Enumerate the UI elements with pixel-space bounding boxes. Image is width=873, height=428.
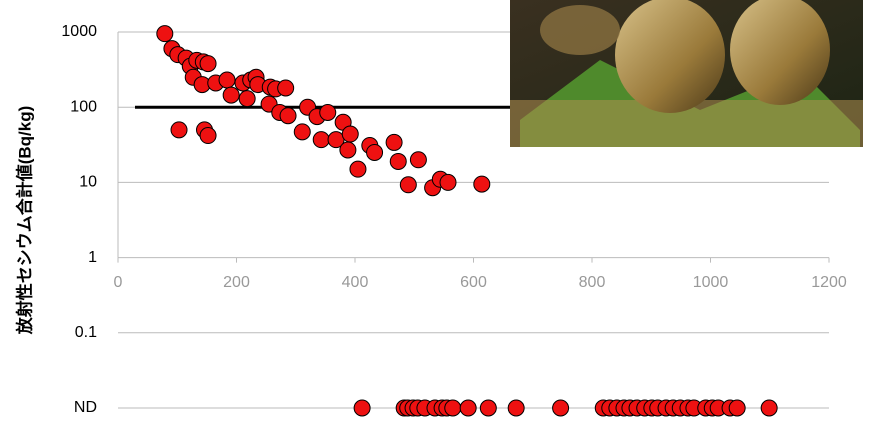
y-tick-label: 0.1 [75, 324, 97, 341]
point [341, 125, 359, 143]
x-tick-label: 800 [579, 274, 606, 291]
point [473, 175, 491, 193]
x-tick-label: 400 [342, 274, 369, 291]
y-tick-label: 1000 [61, 23, 97, 40]
point [399, 176, 417, 194]
point [409, 151, 427, 169]
x-tick-label: 0 [114, 274, 123, 291]
x-tick-label: 200 [223, 274, 250, 291]
point [218, 71, 236, 89]
point [170, 121, 188, 139]
nd-point [760, 399, 778, 417]
point [156, 25, 174, 43]
point [349, 160, 367, 178]
photo [510, 0, 863, 147]
x-tick-label: 1000 [693, 274, 729, 291]
point [312, 131, 330, 149]
point [366, 143, 384, 161]
y-tick-label: 100 [70, 98, 97, 115]
point [199, 55, 217, 73]
nd-point [444, 399, 462, 417]
point [277, 79, 295, 97]
y-tick-label: ND [74, 399, 97, 416]
point [199, 127, 217, 145]
point [439, 173, 457, 191]
y-axis-label: 放射性セシウム合計値(Bq/kg) [14, 106, 34, 336]
point [339, 141, 357, 159]
nd-point [507, 399, 525, 417]
nd-point [459, 399, 477, 417]
nd-point [552, 399, 570, 417]
point [293, 123, 311, 141]
point [389, 152, 407, 170]
point [222, 86, 240, 104]
point [279, 107, 297, 125]
nd-point [353, 399, 371, 417]
point [238, 90, 256, 108]
nd-point [479, 399, 497, 417]
y-tick-label: 10 [79, 174, 97, 191]
point [385, 133, 403, 151]
point [319, 104, 337, 122]
nd-point [728, 399, 746, 417]
y-tick-label: 1 [88, 249, 97, 266]
x-tick-label: 1200 [811, 274, 847, 291]
x-tick-label: 600 [460, 274, 487, 291]
